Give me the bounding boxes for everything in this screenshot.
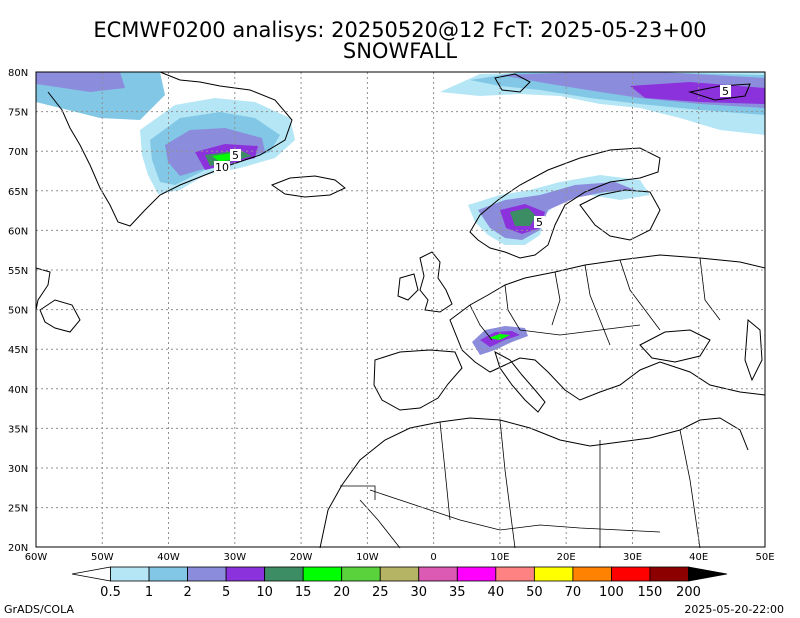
x-tick-label: 60W bbox=[25, 552, 48, 563]
snow-area-scandinavia-4 bbox=[510, 208, 536, 226]
y-tick-label: 60N bbox=[8, 226, 28, 237]
footer-credit: GrADS/COLA bbox=[4, 603, 74, 616]
colorbar-swatch bbox=[611, 566, 651, 582]
y-tick-label: 55N bbox=[8, 266, 28, 277]
map-subtitle: SNOWFALL bbox=[342, 39, 458, 63]
coast-europe bbox=[449, 254, 766, 401]
colorbar-swatch bbox=[110, 566, 150, 582]
x-tick-label: 10E bbox=[490, 552, 509, 563]
colorbar-label: 5 bbox=[222, 585, 230, 600]
y-tick-label: 80N bbox=[8, 68, 28, 79]
colorbar-swatch bbox=[302, 566, 343, 582]
coast-newfoundland bbox=[39, 299, 81, 333]
colorbar-label: 25 bbox=[372, 585, 389, 600]
coast-italy bbox=[494, 350, 546, 413]
grid bbox=[36, 72, 765, 547]
colorbar-swatch bbox=[688, 566, 728, 582]
coast-africa bbox=[319, 417, 749, 549]
coast-iceland bbox=[270, 175, 346, 198]
colorbar-label: 200 bbox=[676, 585, 701, 600]
y-axis: 80N 75N 70N 65N 60N 55N 50N 45N 40N 35N … bbox=[8, 68, 28, 554]
colorbar-label: 10 bbox=[256, 585, 273, 600]
coast-greenland bbox=[47, 71, 293, 227]
coast-norway bbox=[469, 147, 661, 259]
y-tick-label: 45N bbox=[8, 345, 28, 356]
x-tick-label: 50E bbox=[755, 552, 774, 563]
colorbar-label: 35 bbox=[449, 585, 466, 600]
coast-britain bbox=[419, 251, 453, 313]
contour-label: 10 bbox=[215, 161, 229, 174]
colorbar-swatch bbox=[341, 566, 381, 582]
y-tick-label: 65N bbox=[8, 187, 28, 198]
footer-timestamp: 2025-05-20-22:00 bbox=[684, 603, 784, 616]
y-tick-label: 70N bbox=[8, 147, 28, 158]
y-tick-label: 30N bbox=[8, 464, 28, 475]
borders bbox=[340, 257, 721, 549]
colorbar-label: 0.5 bbox=[100, 585, 121, 600]
y-tick-label: 25N bbox=[8, 504, 28, 515]
x-tick-label: 20E bbox=[557, 552, 576, 563]
x-tick-label: 20W bbox=[290, 552, 313, 563]
x-tick-label: 50W bbox=[91, 552, 114, 563]
contour-label: 5 bbox=[722, 85, 729, 98]
coast-ireland bbox=[397, 273, 419, 301]
colorbar-swatch bbox=[495, 566, 535, 582]
coast-labrador bbox=[35, 267, 51, 311]
colorbar-label: 20 bbox=[333, 585, 350, 600]
colorbar-label: 70 bbox=[565, 585, 582, 600]
contour-label: 5 bbox=[536, 216, 543, 229]
x-tick-label: 40W bbox=[157, 552, 180, 563]
x-tick-label: 30W bbox=[223, 552, 246, 563]
colorbar-label: 15 bbox=[295, 585, 312, 600]
colorbar-swatch bbox=[187, 566, 227, 582]
coast-iberia bbox=[373, 349, 463, 411]
colorbar-swatch bbox=[533, 566, 574, 582]
colorbar-swatch bbox=[649, 566, 689, 582]
y-tick-label: 20N bbox=[8, 543, 28, 554]
colorbar-swatch bbox=[456, 566, 497, 582]
colorbar-legend: 0.5 1 2 5 10 15 20 25 30 35 40 50 70 100 150 200 bbox=[71, 566, 728, 600]
coast-novaya bbox=[688, 83, 751, 101]
colorbar-label: 2 bbox=[183, 585, 191, 600]
snowfall-shading bbox=[36, 72, 765, 355]
colorbar-label: 40 bbox=[488, 585, 505, 600]
contour-labels: 5 10 5 5 bbox=[214, 85, 731, 229]
coastlines bbox=[35, 71, 766, 549]
x-tick-label: 0 bbox=[430, 552, 436, 563]
colorbar-swatch bbox=[225, 566, 266, 582]
colorbar-swatch bbox=[264, 566, 304, 582]
coast-caspian bbox=[744, 318, 763, 382]
colorbar-swatch bbox=[418, 566, 458, 582]
snow-area-ne-4 bbox=[630, 82, 765, 104]
x-axis: 60W 50W 40W 30W 20W 10W 0 10E 20E 30E 40… bbox=[25, 552, 775, 563]
colorbar-label: 1 bbox=[145, 585, 153, 600]
coast-svalbard bbox=[494, 73, 531, 93]
colorbar-swatch bbox=[71, 566, 111, 582]
x-tick-label: 10W bbox=[356, 552, 379, 563]
x-tick-label: 30E bbox=[623, 552, 642, 563]
coast-black-sea bbox=[639, 329, 711, 363]
y-tick-label: 35N bbox=[8, 424, 28, 435]
map-frame bbox=[35, 71, 766, 548]
colorbar-label: 100 bbox=[599, 585, 624, 600]
colorbar-swatch bbox=[148, 566, 188, 582]
y-tick-label: 40N bbox=[8, 385, 28, 396]
colorbar-label: 150 bbox=[638, 585, 663, 600]
snow-area-alps-3 bbox=[488, 334, 510, 340]
contour-label: 5 bbox=[232, 149, 239, 162]
colorbar-swatch bbox=[379, 566, 420, 582]
y-tick-label: 50N bbox=[8, 306, 28, 317]
colorbar-swatch bbox=[572, 566, 612, 582]
colorbar-label: 30 bbox=[410, 585, 427, 600]
y-tick-label: 75N bbox=[8, 108, 28, 119]
colorbar-label: 50 bbox=[526, 585, 543, 600]
x-tick-label: 40E bbox=[689, 552, 708, 563]
map-title: ECMWF0200 analisys: 20250520@12 FcT: 202… bbox=[93, 18, 707, 42]
